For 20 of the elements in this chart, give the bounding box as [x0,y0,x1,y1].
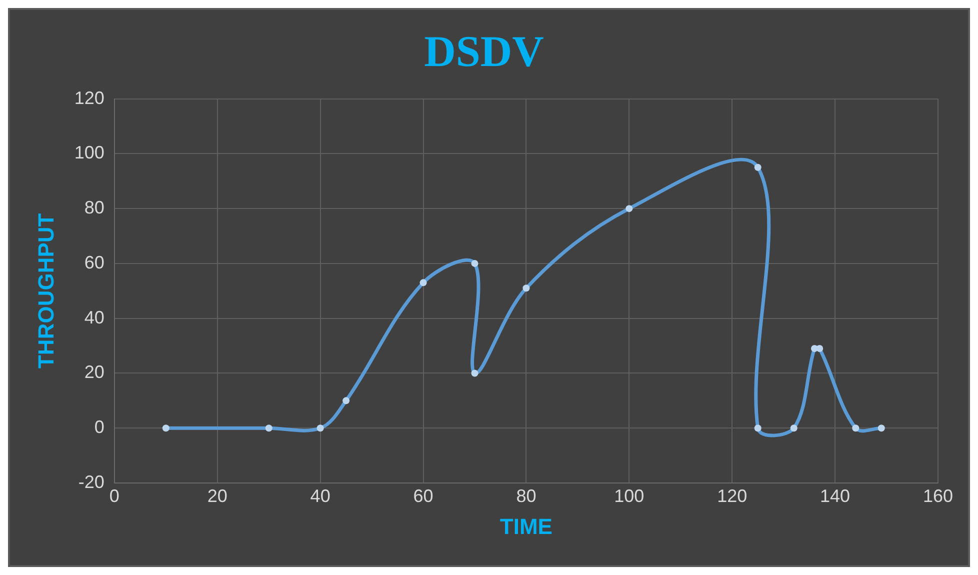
y-tick-label: 120 [74,88,104,108]
x-tick-label: 120 [717,486,748,506]
x-tick-label: 40 [310,486,330,506]
y-tick-label: 20 [84,362,104,382]
chart-title: DSDV [424,26,544,76]
x-axis-title: TIME [500,514,552,539]
y-axis-title: THROUGHPUT [33,212,58,369]
y-tick-label: 60 [84,252,104,272]
x-tick-label: 100 [614,486,644,506]
y-tick-label: -20 [78,472,104,492]
y-tick-label: 40 [84,307,104,328]
x-tick-label: 60 [413,486,434,506]
x-tick-label: 80 [516,486,536,506]
x-tick-label: 140 [820,486,850,506]
x-tick-label: 20 [207,486,228,506]
x-tick-label: 0 [109,486,120,506]
y-tick-label: 80 [84,198,104,218]
y-tick-label: 0 [94,417,104,438]
y-tick-label: 100 [74,142,104,163]
x-tick-label: 160 [922,486,954,506]
